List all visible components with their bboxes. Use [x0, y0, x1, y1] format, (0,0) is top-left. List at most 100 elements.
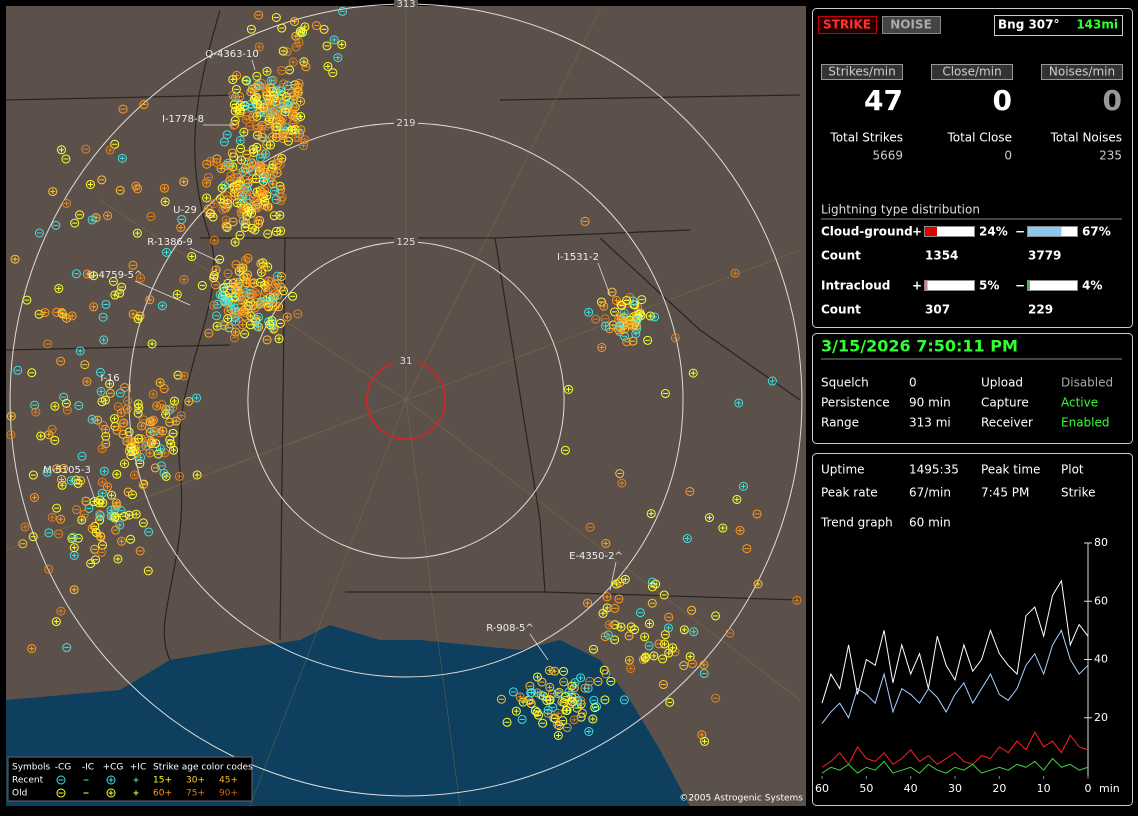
strike-symbol — [166, 439, 176, 449]
strike-symbol — [257, 78, 267, 88]
strike-symbol — [270, 186, 280, 196]
strike-symbol — [242, 211, 252, 221]
strike-symbol — [518, 697, 528, 707]
strike-symbol — [597, 343, 607, 353]
strike-symbol — [567, 681, 577, 691]
strike-symbol — [283, 80, 293, 90]
strike-symbol — [296, 112, 306, 122]
strike-symbol — [134, 434, 144, 444]
strike-symbol — [157, 400, 167, 410]
strike-symbol — [294, 37, 304, 47]
strike-symbol — [146, 211, 156, 221]
type-name: Intracloud — [821, 279, 890, 293]
setting: Active — [1061, 396, 1098, 410]
strike-symbol — [156, 461, 166, 471]
strike-symbol — [237, 290, 247, 300]
strike-symbol — [238, 192, 248, 202]
legend-age: 30+ — [186, 776, 205, 786]
strike-symbol — [256, 161, 266, 171]
strike-symbol — [687, 605, 697, 615]
strike-symbol — [240, 329, 250, 339]
strike-symbol — [257, 132, 267, 142]
leader-line — [609, 561, 617, 591]
strike-symbol — [79, 509, 89, 519]
strike-button[interactable] — [818, 16, 877, 34]
strike-symbol — [246, 24, 256, 34]
strike-symbol — [232, 198, 242, 208]
noise-button[interactable] — [882, 16, 941, 34]
strike-symbol — [275, 210, 285, 220]
strike-symbol — [254, 10, 264, 20]
strike-symbol — [260, 287, 270, 297]
strike-symbol — [224, 323, 234, 333]
strike-symbol — [235, 230, 245, 240]
strike-symbol — [28, 470, 38, 480]
strike-symbol — [299, 141, 309, 151]
strike-symbol — [260, 196, 270, 206]
legend-symbol — [56, 788, 66, 798]
strike-symbol — [660, 389, 670, 399]
strike-symbol — [687, 659, 697, 669]
strike-symbol — [98, 498, 108, 508]
strike-symbol — [270, 289, 280, 299]
strike-symbol — [599, 301, 609, 311]
strike-symbol — [293, 309, 303, 319]
strike-symbol — [261, 121, 271, 131]
strike-symbol — [281, 92, 291, 102]
strike-symbol — [236, 209, 246, 219]
strike-symbol — [252, 142, 262, 152]
strike-symbol — [68, 532, 78, 542]
strike-symbol — [107, 490, 117, 500]
strike-symbol — [18, 539, 28, 549]
strike-symbol — [631, 321, 641, 331]
strike-symbol — [255, 277, 265, 287]
strike-symbol — [230, 312, 240, 322]
strike-symbol — [126, 443, 136, 453]
percent: 67% — [1082, 225, 1111, 239]
strike-symbol — [177, 214, 187, 224]
strike-symbol — [209, 235, 219, 245]
strike-symbol — [82, 269, 92, 279]
strike-symbol — [47, 424, 57, 434]
leader-line — [204, 214, 216, 217]
trend-plot — [818, 540, 1088, 776]
strike-symbol — [286, 125, 296, 135]
x-tick-label: 60 — [815, 782, 829, 795]
strike-symbol — [242, 76, 252, 86]
strike-symbol — [229, 333, 239, 343]
percent: 4% — [1082, 279, 1102, 293]
strike-symbol — [54, 529, 64, 539]
x-tick-label: 50 — [859, 782, 873, 795]
strike-symbol — [243, 164, 253, 174]
strike-symbol — [242, 150, 252, 160]
strike-symbol — [588, 644, 598, 654]
strike-symbol — [601, 538, 611, 548]
strike-symbol — [244, 194, 254, 204]
strike-symbol — [71, 505, 81, 515]
strike-symbol — [247, 208, 257, 218]
strike-symbol — [105, 145, 115, 155]
stat: 1495:35 — [909, 463, 959, 477]
strike-symbol — [580, 216, 590, 226]
strike-symbol — [553, 720, 563, 730]
count: 3779 — [1028, 249, 1061, 263]
strike-symbol — [67, 533, 77, 543]
strike-symbol — [236, 143, 246, 153]
strike-symbol — [626, 622, 636, 632]
strike-symbol — [275, 159, 285, 169]
strike-symbol — [271, 194, 281, 204]
strike-symbol — [97, 477, 107, 487]
strike-symbol — [171, 416, 181, 426]
strike-symbol — [34, 228, 44, 238]
strike-symbol — [229, 303, 239, 313]
ring-label: 31 — [400, 356, 413, 367]
strike-symbol — [264, 95, 274, 105]
legend-col: +CG — [103, 763, 124, 773]
strike-symbol — [184, 396, 194, 406]
strike-symbol — [62, 198, 72, 208]
strike-symbol — [70, 218, 80, 228]
strike-symbol — [62, 643, 72, 653]
rate-value: 0 — [1103, 84, 1122, 117]
strike-symbol — [328, 68, 338, 78]
strike-symbol — [82, 377, 92, 387]
